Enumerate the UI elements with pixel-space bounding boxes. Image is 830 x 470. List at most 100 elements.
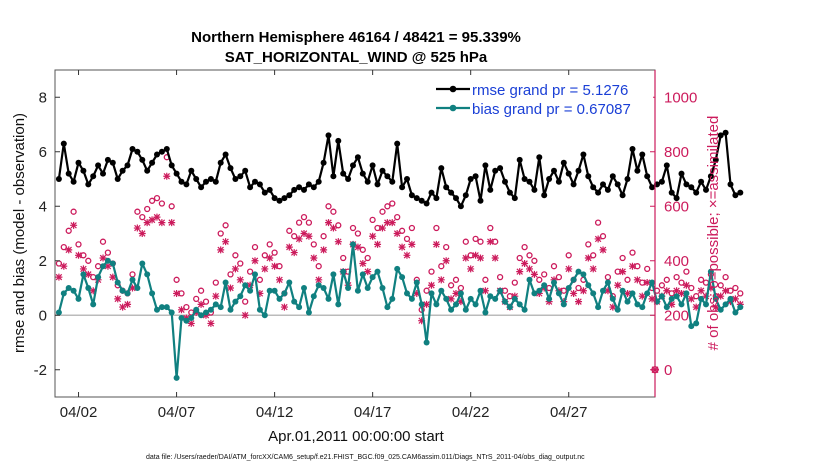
- rmse-point: [614, 181, 621, 188]
- bias-point: [668, 295, 675, 302]
- bias-point: [482, 309, 489, 316]
- rmse-point: [256, 181, 263, 188]
- rmse-point: [232, 176, 239, 182]
- obs-possible-point: [722, 273, 729, 281]
- obs-possible-point: [389, 200, 396, 207]
- rmse-point: [335, 137, 342, 144]
- obs-possible-point: [104, 249, 112, 256]
- obs-assimilated-point: [668, 300, 676, 308]
- obs-possible-point: [197, 287, 205, 294]
- bias-point: [639, 304, 646, 311]
- bias-point: [330, 271, 337, 278]
- rmse-point: [291, 186, 298, 193]
- obs-possible-point: [594, 219, 602, 226]
- obs-possible-point: [496, 273, 504, 281]
- obs-assimilated-point: [75, 251, 83, 259]
- rmse-point: [639, 151, 646, 158]
- rmse-point: [65, 170, 72, 177]
- rmse-point: [717, 132, 724, 139]
- rmse-point: [124, 162, 131, 169]
- obs-assimilated-point: [226, 284, 234, 292]
- obs-assimilated-point: [89, 287, 97, 295]
- obs-assimilated-point: [261, 265, 269, 273]
- bias-point: [457, 290, 464, 297]
- bias-point: [467, 295, 474, 302]
- rmse-point: [423, 200, 430, 207]
- rmse-point: [70, 178, 77, 185]
- rmse-point: [310, 184, 317, 191]
- rmse-point: [683, 181, 690, 188]
- obs-possible-point: [673, 273, 680, 281]
- obs-possible-point: [447, 282, 455, 289]
- obs-possible-point: [697, 276, 705, 283]
- bias-point: [296, 304, 303, 311]
- obs-assimilated-point: [55, 273, 63, 281]
- bias-point: [350, 241, 356, 248]
- rmse-point: [644, 173, 651, 180]
- obs-assimilated-point: [707, 284, 715, 292]
- rmse-point: [585, 173, 592, 180]
- bias-point: [609, 295, 616, 302]
- obs-assimilated-point: [467, 265, 475, 273]
- obs-assimilated-point: [486, 238, 494, 246]
- obs-assimilated-point: [231, 265, 239, 273]
- obs-assimilated-point: [65, 246, 73, 254]
- obs-assimilated-point: [619, 268, 627, 276]
- x-axis-label: Apr.01,2011 00:00:00 start: [268, 428, 445, 445]
- obs-possible-point: [732, 284, 739, 292]
- obs-assimilated-point: [256, 289, 264, 297]
- rmse-point: [178, 178, 185, 185]
- bias-point: [109, 260, 116, 267]
- bias-point: [649, 279, 656, 286]
- bias-point: [472, 301, 479, 308]
- bias-point: [703, 301, 709, 308]
- obs-assimilated-point: [217, 246, 225, 254]
- bias-point: [379, 285, 386, 291]
- obs-assimilated-point: [133, 224, 141, 232]
- rmse-point: [286, 192, 293, 199]
- bias-point: [418, 301, 425, 308]
- bias-point: [335, 301, 342, 308]
- bias-point: [600, 287, 606, 294]
- rmse-point: [114, 176, 121, 182]
- bias-point: [644, 290, 651, 297]
- obs-possible-point: [668, 290, 675, 297]
- obs-assimilated-point: [437, 276, 445, 284]
- obs-assimilated-point: [643, 279, 651, 287]
- obs-assimilated-point: [359, 259, 367, 267]
- rmse-point: [502, 178, 508, 185]
- rmse-point: [526, 178, 533, 185]
- bias-point: [340, 268, 347, 275]
- obs-assimilated-point: [682, 281, 690, 289]
- bias-point: [502, 298, 508, 305]
- obs-possible-point: [320, 233, 327, 240]
- rmse-point: [443, 184, 450, 191]
- bias-point: [428, 290, 435, 297]
- bias-point: [453, 301, 459, 308]
- obs-possible-point: [242, 298, 249, 305]
- rmse-point: [109, 159, 116, 166]
- obs-assimilated-point: [594, 235, 602, 243]
- obs-assimilated-point: [369, 232, 377, 240]
- obs-possible-point: [99, 238, 107, 245]
- obs-possible-point: [683, 268, 690, 275]
- rmse-point: [261, 189, 268, 196]
- rmse-point: [521, 176, 528, 182]
- y-right-tick-label: 400: [664, 253, 689, 270]
- obs-possible-point: [349, 224, 357, 232]
- rmse-point: [712, 156, 719, 163]
- rmse-point: [580, 151, 587, 158]
- obs-possible-point: [85, 257, 92, 264]
- x-tick-label: 04/17: [354, 404, 392, 421]
- rmse-point: [276, 197, 283, 204]
- obs-assimilated-point: [648, 295, 656, 303]
- obs-assimilated-point: [177, 306, 185, 314]
- bias-point: [193, 306, 200, 313]
- bias-point: [487, 293, 494, 300]
- rmse-point: [168, 162, 175, 169]
- obs-assimilated-point: [604, 287, 612, 295]
- obs-possible-point: [144, 205, 151, 213]
- obs-possible-point: [658, 282, 666, 289]
- bias-point: [198, 312, 205, 319]
